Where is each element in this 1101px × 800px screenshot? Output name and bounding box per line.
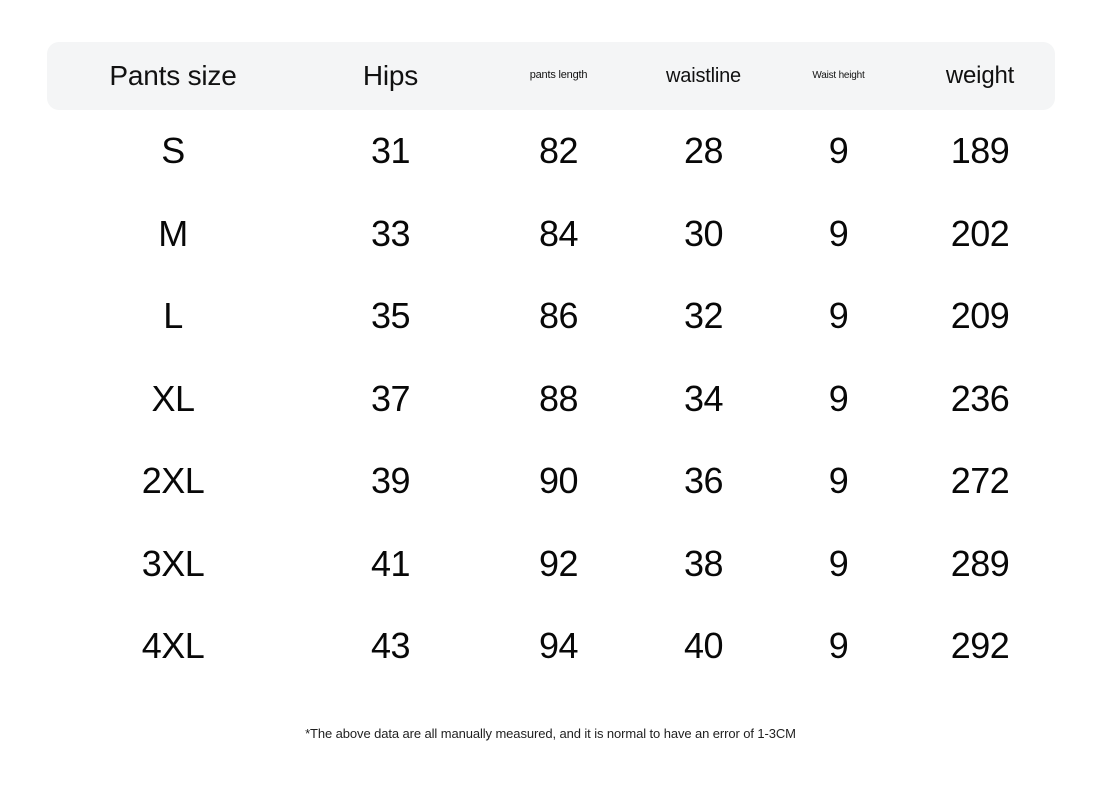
- cell-weight: 209: [950, 295, 1010, 337]
- cell-pants-length: 86: [538, 295, 579, 337]
- cell-hips: 33: [370, 212, 411, 254]
- table-row: 2XL 39 90 36 9 272: [47, 440, 1055, 523]
- measurement-disclaimer: *The above data are all manually measure…: [305, 726, 796, 741]
- cell-hips: 35: [370, 295, 411, 337]
- table-row: M 33 84 30 9 202: [47, 192, 1055, 275]
- cell-weight: 189: [950, 130, 1010, 172]
- table-row: 3XL 41 92 38 9 289: [47, 522, 1055, 605]
- cell-pants-size: 2XL: [141, 460, 205, 502]
- table-row: L 35 86 32 9 209: [47, 275, 1055, 358]
- cell-hips: 43: [370, 625, 411, 667]
- cell-weight: 289: [950, 542, 1010, 584]
- column-header-pants-length: pants length: [529, 69, 588, 82]
- column-header-hips: Hips: [362, 60, 419, 92]
- cell-waist-height: 9: [828, 130, 849, 172]
- cell-waist-height: 9: [828, 460, 849, 502]
- table-header-row: Pants size Hips pants length waistline W…: [47, 42, 1055, 110]
- table-row: XL 37 88 34 9 236: [47, 357, 1055, 440]
- cell-weight: 236: [950, 377, 1010, 419]
- column-header-waist-height: Waist height: [812, 69, 865, 81]
- cell-waist-height: 9: [828, 377, 849, 419]
- cell-waist-height: 9: [828, 212, 849, 254]
- table-body: S 31 82 28 9 189 M 33 84 30 9 202 L 35 8…: [47, 110, 1055, 688]
- cell-waistline: 30: [683, 212, 724, 254]
- cell-pants-size: 4XL: [141, 625, 205, 667]
- cell-waistline: 32: [683, 295, 724, 337]
- cell-pants-size: XL: [151, 377, 195, 419]
- size-chart-table: Pants size Hips pants length waistline W…: [47, 42, 1055, 688]
- cell-pants-length: 84: [538, 212, 579, 254]
- cell-waistline: 36: [683, 460, 724, 502]
- cell-waist-height: 9: [828, 295, 849, 337]
- cell-pants-size: L: [163, 295, 183, 337]
- cell-weight: 292: [950, 625, 1010, 667]
- cell-weight: 272: [950, 460, 1010, 502]
- cell-pants-length: 90: [538, 460, 579, 502]
- table-row: S 31 82 28 9 189: [47, 110, 1055, 193]
- cell-waistline: 34: [683, 377, 724, 419]
- table-row: 4XL 43 94 40 9 292: [47, 605, 1055, 688]
- cell-hips: 41: [370, 542, 411, 584]
- cell-waistline: 40: [683, 625, 724, 667]
- cell-hips: 31: [370, 130, 411, 172]
- cell-pants-length: 82: [538, 130, 579, 172]
- cell-pants-size: S: [161, 130, 185, 172]
- cell-pants-length: 92: [538, 542, 579, 584]
- cell-hips: 39: [370, 460, 411, 502]
- cell-pants-length: 88: [538, 377, 579, 419]
- cell-pants-size: M: [158, 212, 188, 254]
- cell-weight: 202: [950, 212, 1010, 254]
- cell-pants-length: 94: [538, 625, 579, 667]
- cell-waistline: 38: [683, 542, 724, 584]
- cell-waist-height: 9: [828, 625, 849, 667]
- column-header-pants-size: Pants size: [109, 60, 237, 92]
- cell-pants-size: 3XL: [141, 542, 205, 584]
- column-header-waistline: waistline: [666, 64, 741, 87]
- cell-waistline: 28: [683, 130, 724, 172]
- column-header-weight: weight: [945, 62, 1015, 90]
- cell-hips: 37: [370, 377, 411, 419]
- cell-waist-height: 9: [828, 542, 849, 584]
